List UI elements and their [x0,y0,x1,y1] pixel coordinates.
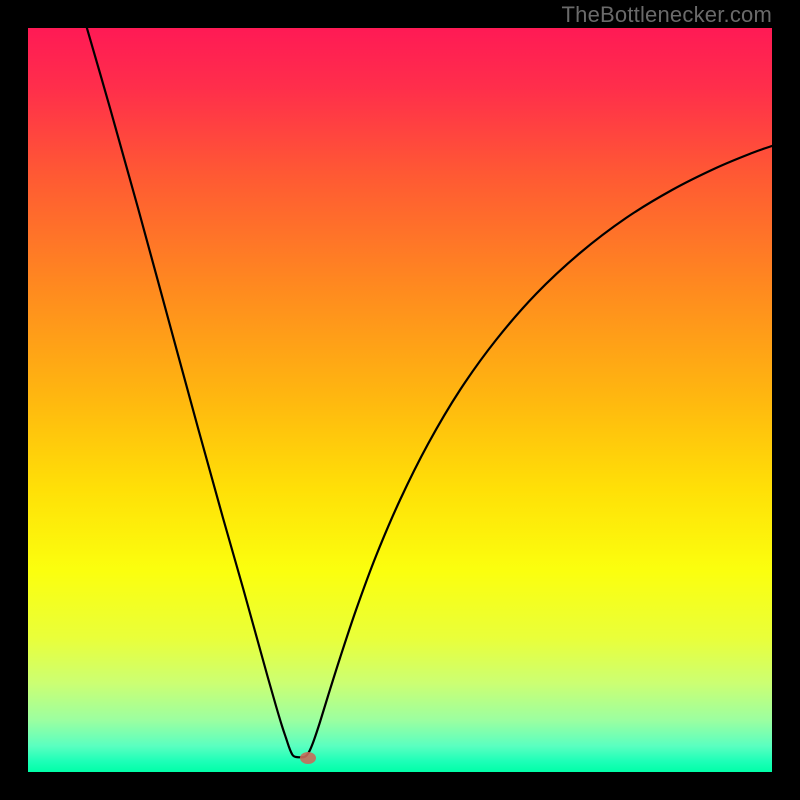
bottleneck-curve [28,28,772,772]
optimal-point-marker [300,752,316,764]
plot-area [28,28,772,772]
watermark-text: TheBottlenecker.com [562,2,772,28]
